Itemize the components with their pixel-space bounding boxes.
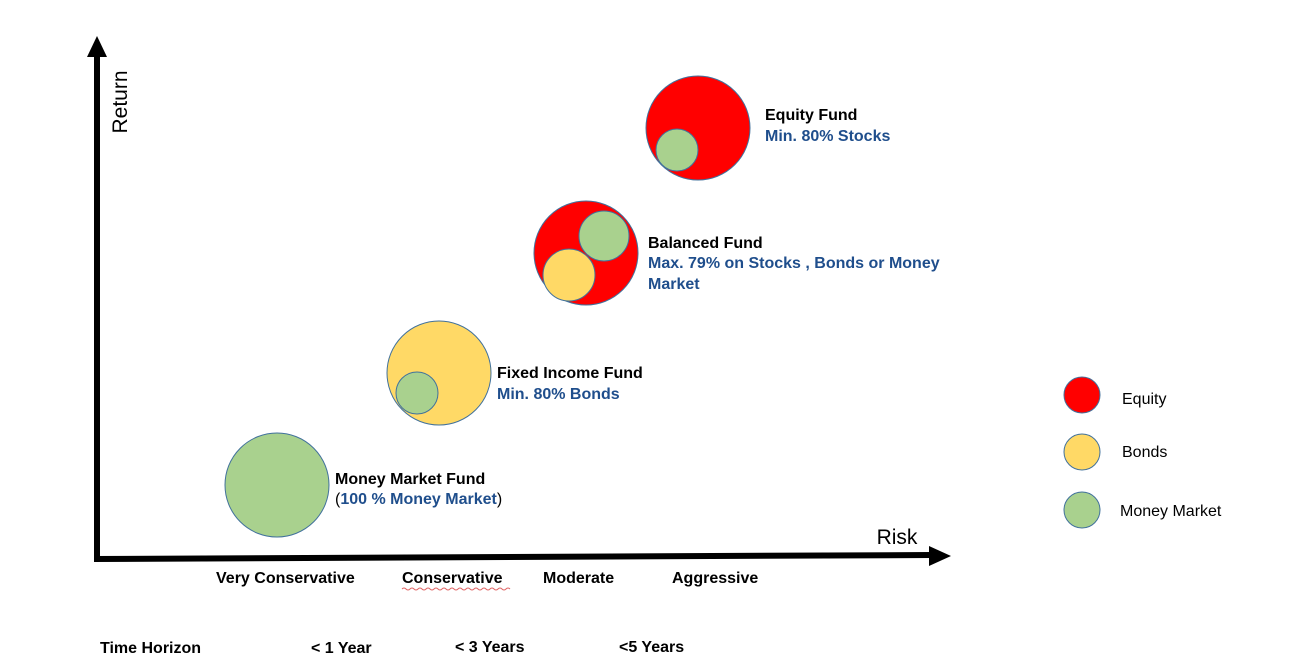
balanced-fund-bubble: Balanced Fund Max. 79% on Stocks , Bonds… <box>533 200 940 306</box>
time-horizon-label: Time Horizon <box>100 640 201 657</box>
legend-money-market-swatch <box>1063 491 1101 529</box>
money-market-fund-bubble: Money Market Fund (100 % Money Market) <box>224 432 502 538</box>
money-market-fund-title: Money Market Fund <box>335 471 485 488</box>
equity-fund-bubble: Equity Fund Min. 80% Stocks <box>645 75 890 181</box>
risk-level-moderate: Moderate <box>543 570 614 587</box>
balanced-fund-detail-line1: Max. 79% on Stocks , Bonds or Money <box>648 255 940 272</box>
time-horizon-3-years: < 3 Years <box>455 639 525 656</box>
x-axis <box>93 552 933 562</box>
balanced-fund-detail-line2: Market <box>648 276 700 293</box>
axes: Return Risk <box>87 36 951 566</box>
legend-bonds-swatch <box>1063 433 1101 471</box>
balanced-fund-title: Balanced Fund <box>648 235 763 252</box>
equity-money-market-circle <box>655 128 699 172</box>
legend-money-market-label: Money Market <box>1120 503 1222 520</box>
fixed-income-money-market-circle <box>395 371 439 415</box>
equity-fund-detail: Min. 80% Stocks <box>765 128 890 145</box>
spellcheck-underline <box>401 587 511 591</box>
legend-bonds-label: Bonds <box>1122 444 1167 461</box>
fixed-income-fund-bubble: Fixed Income Fund Min. 80% Bonds <box>386 320 643 426</box>
fixed-income-bonds-circle <box>386 320 492 426</box>
balanced-bonds-circle <box>542 248 596 302</box>
x-axis-arrowhead <box>929 546 951 566</box>
time-horizon-row: Time Horizon < 1 Year < 3 Years <5 Years <box>100 639 684 657</box>
fixed-income-fund-title: Fixed Income Fund <box>497 365 643 382</box>
balanced-money-market-circle <box>578 210 630 262</box>
risk-level-conservative: Conservative <box>402 570 503 587</box>
legend: Equity Bonds Money Market <box>1063 376 1222 529</box>
y-axis-label: Return <box>109 70 132 133</box>
x-axis-label: Risk <box>877 526 918 549</box>
legend-equity-label: Equity <box>1122 391 1166 408</box>
time-horizon-1-year: < 1 Year <box>311 640 372 657</box>
risk-level-labels: Very Conservative Conservative Moderate … <box>216 570 758 591</box>
money-market-circle <box>224 432 330 538</box>
y-axis-arrowhead <box>87 36 107 57</box>
fixed-income-fund-detail: Min. 80% Bonds <box>497 386 620 403</box>
money-market-fund-detail: (100 % Money Market) <box>335 491 502 508</box>
risk-level-very-conservative: Very Conservative <box>216 570 355 587</box>
equity-fund-title: Equity Fund <box>765 107 857 124</box>
legend-equity-swatch <box>1063 376 1101 414</box>
time-horizon-5-years: <5 Years <box>619 639 684 656</box>
risk-level-aggressive: Aggressive <box>672 570 758 587</box>
